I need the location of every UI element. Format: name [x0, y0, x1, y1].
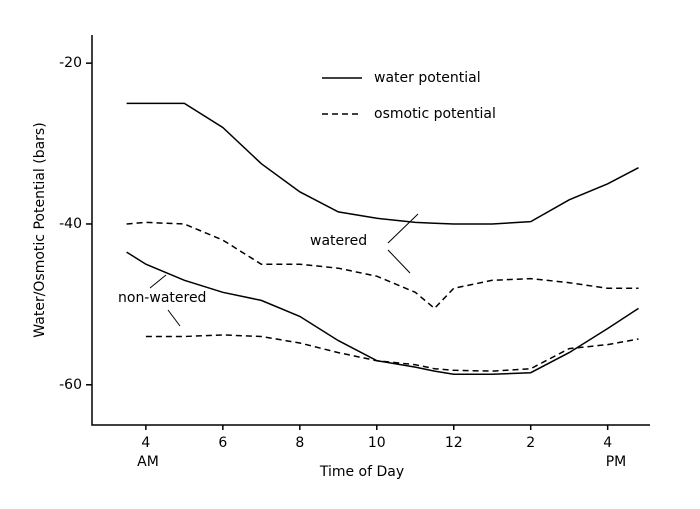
x-axis-label: Time of Day	[319, 464, 404, 480]
leader-line	[167, 309, 181, 327]
x-tick-label: 4	[141, 435, 150, 451]
leader-line	[387, 249, 411, 274]
series-line	[126, 221, 639, 310]
leader-line	[387, 213, 419, 244]
x-tick-label: 8	[295, 435, 304, 451]
legend-label: osmotic potential	[374, 106, 496, 122]
x-tick-label: 6	[218, 435, 227, 451]
series-line	[126, 102, 639, 225]
series-line	[126, 251, 639, 376]
annotation: PM	[606, 454, 627, 470]
annotation: AM	[137, 454, 159, 470]
series-line	[145, 334, 639, 372]
x-tick-label: 12	[445, 435, 463, 451]
y-tick-label: -40	[59, 216, 82, 232]
annotation: non-watered	[118, 290, 206, 306]
y-tick-label: -60	[59, 377, 82, 393]
y-axis-label: Water/Osmotic Potential (bars)	[32, 122, 48, 337]
x-tick-label: 2	[526, 435, 535, 451]
x-tick-label: 4	[603, 435, 612, 451]
y-tick-label: -20	[59, 55, 82, 71]
axes	[91, 35, 650, 426]
leader-line	[149, 274, 167, 289]
x-tick-label: 10	[368, 435, 386, 451]
legend-label: water potential	[374, 70, 481, 86]
annotation: watered	[310, 233, 367, 249]
